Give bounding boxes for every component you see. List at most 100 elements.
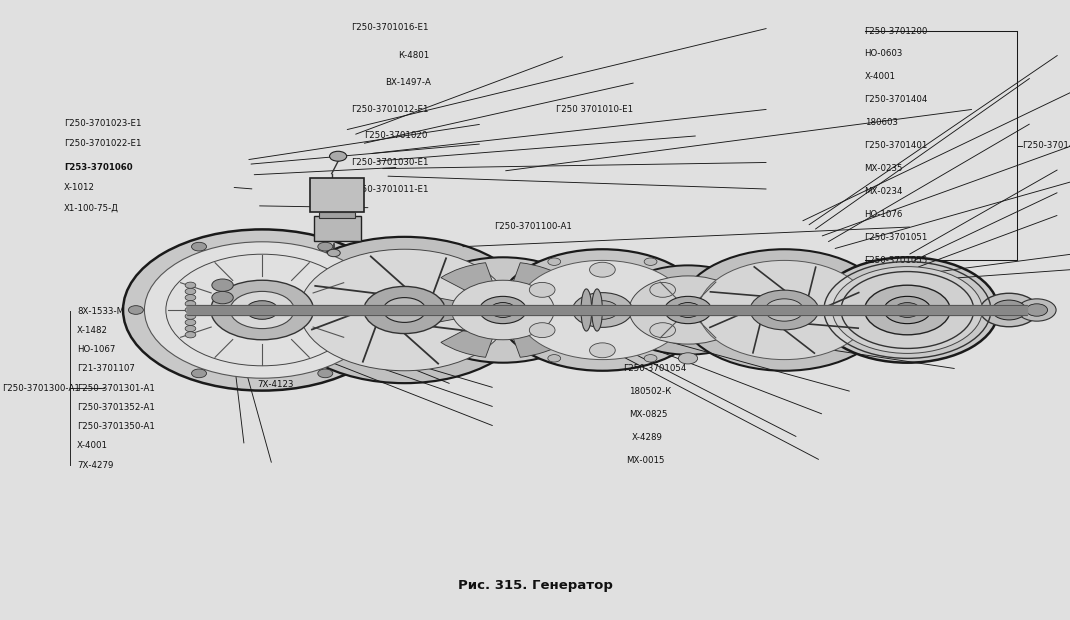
Bar (319, 212, 355, 218)
Circle shape (278, 237, 531, 383)
Text: Х-1012: Х-1012 (64, 183, 95, 192)
Circle shape (185, 307, 196, 313)
Circle shape (649, 323, 675, 337)
Circle shape (412, 257, 594, 363)
Circle shape (884, 296, 931, 324)
Text: Г250-3701350-А1: Г250-3701350-А1 (77, 422, 155, 431)
Circle shape (980, 293, 1038, 327)
Circle shape (679, 249, 889, 371)
Text: НО-0603: НО-0603 (865, 50, 903, 58)
Circle shape (479, 296, 526, 324)
Circle shape (185, 288, 196, 294)
Circle shape (185, 326, 196, 332)
Text: Х-4001: Х-4001 (257, 360, 288, 368)
Circle shape (644, 258, 657, 265)
Text: Г250-3701022-Е1: Г250-3701022-Е1 (64, 140, 141, 148)
Circle shape (383, 298, 426, 322)
Circle shape (452, 280, 554, 340)
Circle shape (300, 249, 509, 371)
Circle shape (548, 258, 561, 265)
Circle shape (330, 151, 347, 161)
Text: Г250-3701020: Г250-3701020 (364, 131, 427, 140)
Circle shape (230, 291, 294, 329)
Circle shape (590, 262, 615, 277)
Circle shape (123, 229, 401, 391)
Text: Г250 3701010-Е1: Г250 3701010-Е1 (556, 105, 633, 113)
Text: МХ-0825: МХ-0825 (629, 410, 668, 419)
Text: Г250-3701404: Г250-3701404 (865, 95, 928, 104)
Text: DIMOTORI: DIMOTORI (306, 286, 593, 334)
Circle shape (664, 296, 712, 324)
Text: Б 10: Б 10 (640, 342, 659, 350)
Text: Г250-3701030-Е1: Г250-3701030-Е1 (351, 158, 428, 167)
Ellipse shape (581, 289, 592, 331)
Circle shape (530, 323, 555, 337)
Text: Г250-3701023-Е1: Г250-3701023-Е1 (64, 120, 141, 128)
Circle shape (895, 303, 920, 317)
Text: Г250-3701051: Г250-3701051 (865, 233, 928, 242)
Circle shape (629, 276, 747, 344)
Circle shape (318, 369, 333, 378)
Wedge shape (503, 263, 565, 310)
Circle shape (498, 249, 707, 371)
Text: 180502-К: 180502-К (629, 388, 671, 396)
Text: Х1-100-75-Д: Х1-100-75-Д (64, 203, 119, 212)
Text: Г250-3701016-Е1: Г250-3701016-Е1 (351, 24, 428, 32)
Wedge shape (503, 295, 586, 325)
Circle shape (590, 343, 615, 358)
Text: Г250-3701400: Г250-3701400 (1022, 141, 1070, 150)
Bar (314, 216, 361, 241)
Circle shape (611, 265, 765, 355)
Circle shape (381, 306, 396, 314)
Text: К-4801: К-4801 (398, 51, 429, 60)
Circle shape (192, 242, 207, 251)
Circle shape (500, 306, 513, 314)
Circle shape (211, 280, 314, 340)
Bar (310, 178, 364, 212)
Ellipse shape (592, 289, 602, 331)
Circle shape (816, 257, 998, 363)
Circle shape (765, 299, 804, 321)
Text: Х-4001: Х-4001 (77, 441, 108, 450)
Circle shape (675, 303, 701, 317)
Text: Х-1482: Х-1482 (77, 326, 108, 335)
Circle shape (185, 294, 196, 301)
Circle shape (192, 369, 207, 378)
Text: 8Х-1533-М: 8Х-1533-М (77, 307, 124, 316)
Circle shape (750, 290, 819, 330)
Text: ВХ-1497-А: ВХ-1497-А (385, 78, 431, 87)
Text: Г253-3701060: Г253-3701060 (64, 163, 133, 172)
Circle shape (832, 267, 982, 353)
Text: Г250-3701055: Г250-3701055 (865, 256, 928, 265)
Text: Г250-3701011-Е1: Г250-3701011-Е1 (351, 185, 428, 193)
Circle shape (678, 353, 698, 364)
Circle shape (865, 285, 950, 335)
Circle shape (699, 260, 870, 360)
Text: МХ-0015: МХ-0015 (626, 456, 664, 465)
Circle shape (572, 293, 632, 327)
Text: Г250-3701012-Е1: Г250-3701012-Е1 (351, 105, 428, 113)
Circle shape (185, 313, 196, 319)
Circle shape (530, 283, 555, 298)
Circle shape (144, 242, 380, 378)
Text: Х-4001: Х-4001 (865, 73, 896, 81)
Circle shape (318, 242, 333, 251)
Text: Г250-3701301-А1: Г250-3701301-А1 (77, 384, 155, 392)
Wedge shape (441, 263, 503, 310)
Circle shape (246, 301, 278, 319)
Text: Г250-3701352-А1: Г250-3701352-А1 (77, 403, 155, 412)
Text: МХ-0235: МХ-0235 (865, 164, 903, 173)
Circle shape (517, 260, 688, 360)
Circle shape (327, 249, 340, 257)
Circle shape (644, 355, 657, 362)
Text: МХ-0234: МХ-0234 (865, 187, 903, 196)
Circle shape (586, 301, 618, 319)
Circle shape (649, 283, 675, 298)
Text: НО-1076: НО-1076 (865, 210, 903, 219)
Circle shape (185, 332, 196, 338)
Wedge shape (503, 310, 565, 357)
Circle shape (185, 282, 196, 288)
Circle shape (1026, 304, 1048, 316)
Text: Г250-3701100-А1: Г250-3701100-А1 (494, 223, 572, 231)
Text: Г250-3701401: Г250-3701401 (865, 141, 928, 150)
